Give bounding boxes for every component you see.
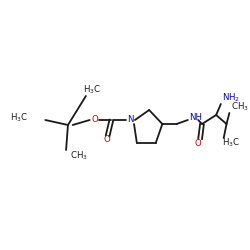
Text: H$_3$C: H$_3$C <box>83 84 101 96</box>
Text: O: O <box>195 138 202 147</box>
Text: O: O <box>91 116 98 124</box>
Text: NH: NH <box>189 114 202 122</box>
Text: CH$_3$: CH$_3$ <box>70 150 88 162</box>
Text: N: N <box>127 116 134 124</box>
Text: CH$_3$: CH$_3$ <box>231 101 249 113</box>
Text: O: O <box>103 136 110 144</box>
Text: NH$_2$: NH$_2$ <box>222 92 240 104</box>
Text: H$_3$C: H$_3$C <box>222 137 240 149</box>
Text: H$_3$C: H$_3$C <box>10 112 28 124</box>
